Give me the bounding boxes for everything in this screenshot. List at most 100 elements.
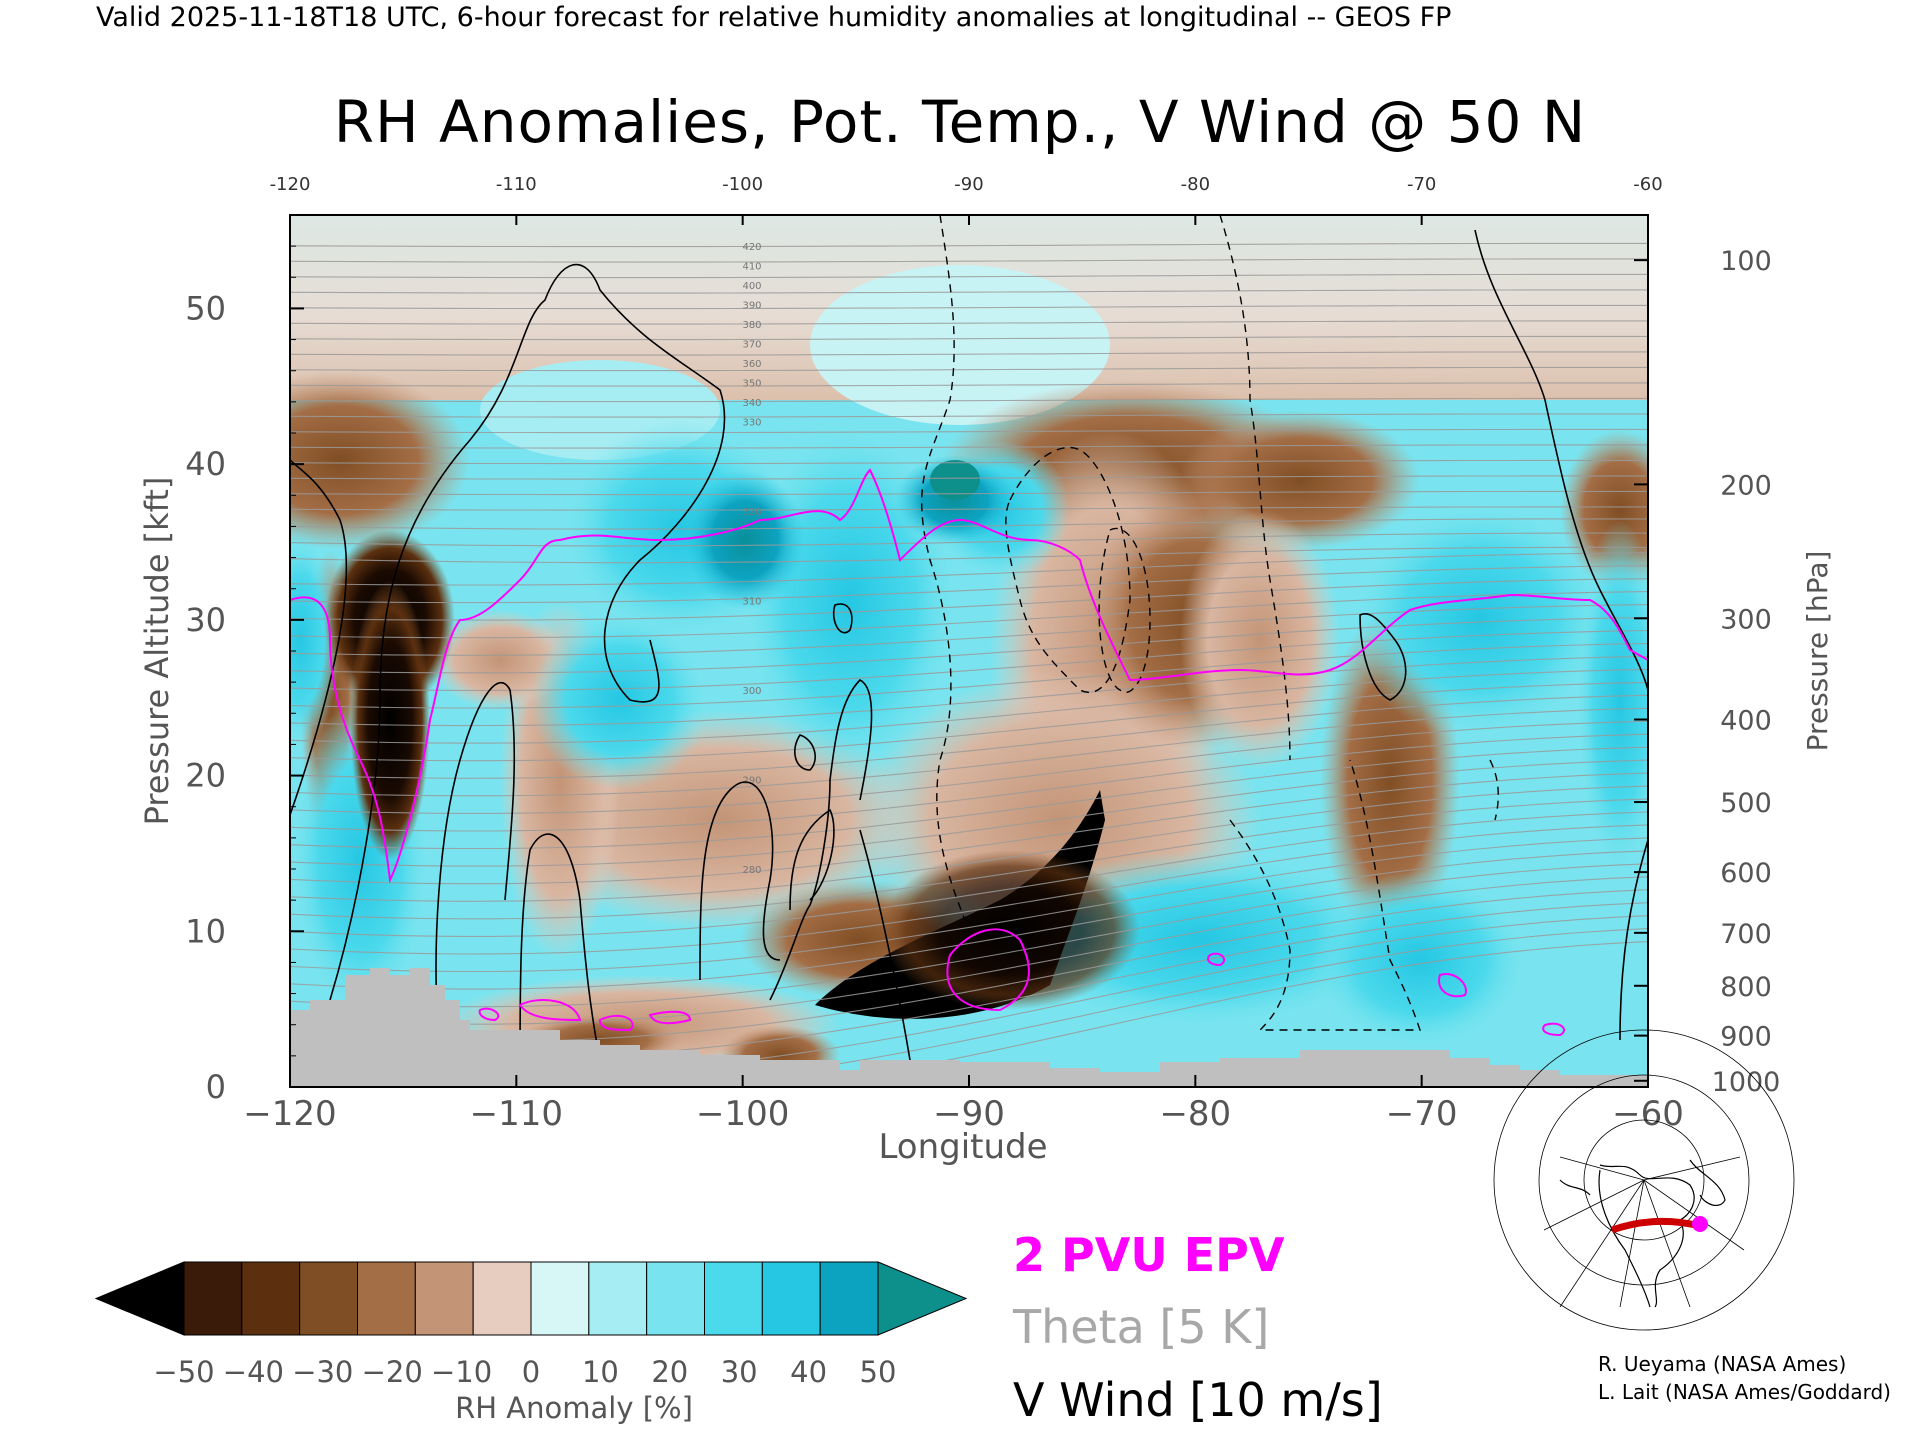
theta-contour-label: 350 <box>742 379 761 390</box>
theta-isentrope <box>290 459 1648 465</box>
theta-isentrope <box>290 629 1648 691</box>
colorbar-swatch <box>183 1261 243 1336</box>
theta-isentrope <box>290 642 1648 709</box>
y-tick-label: 10 <box>185 912 226 950</box>
theta-isentrope <box>290 444 1648 449</box>
colorbar-tick-label: −10 <box>431 1355 492 1389</box>
colorbar-swatch <box>472 1261 532 1336</box>
axes: −120 −110 −100 −90 −80 −70 −60 -120 -110 -100 -90 -… <box>185 174 1780 1134</box>
pressure-tick-label: 400 <box>1720 706 1772 737</box>
x-tick-label: −90 <box>933 1094 1005 1134</box>
theta-isentrope <box>290 655 1648 727</box>
pressure-tick-label: 700 <box>1720 919 1772 950</box>
theta-isentrope <box>290 837 1648 973</box>
colorbar-swatch <box>761 1261 821 1336</box>
theta-isentrope <box>290 616 1648 674</box>
theta-isentrope <box>290 335 1648 341</box>
rh-anomaly-field <box>290 215 1648 1087</box>
x-tick-label: −100 <box>696 1094 789 1134</box>
terrain-mask <box>290 968 1648 1087</box>
colorbar-tick-label: 10 <box>582 1355 619 1389</box>
theta-isentrope <box>290 591 1648 639</box>
theta-isentrope <box>290 518 1648 530</box>
colorbar-swatch <box>588 1261 648 1336</box>
theta-isentrope <box>290 772 1648 885</box>
theta-contour-label: 310 <box>742 597 761 608</box>
colorbar-tick-label: −20 <box>362 1355 423 1389</box>
theta-isentrope <box>290 320 1648 325</box>
theta-isentrope <box>290 413 1648 418</box>
theta-isentrope <box>290 733 1648 832</box>
top-x-tick-label: -110 <box>496 174 537 195</box>
theta-contour-label: 410 <box>742 262 761 273</box>
theta-isentrope <box>290 273 1648 279</box>
pressure-tick-label: 100 <box>1720 246 1772 277</box>
theta-isentrope <box>290 565 1648 604</box>
top-x-tick-label: -90 <box>954 174 983 195</box>
colorbar-swatch <box>704 1261 763 1336</box>
theta-isentrope <box>290 604 1648 656</box>
theta-isentrope <box>648 928 1648 1087</box>
credit-author-2: L. Lait (NASA Ames/Goddard) <box>1598 1380 1891 1404</box>
theta-isentrope <box>290 811 1648 937</box>
theta-isentrope <box>290 397 1648 403</box>
theta-isentrope <box>290 382 1648 387</box>
colorbar-tick-label: −50 <box>153 1355 214 1389</box>
x-tick-label: −80 <box>1159 1094 1231 1134</box>
theta-isentrope <box>290 490 1648 496</box>
theta-isentrope <box>290 532 1648 547</box>
x-tick-label: −120 <box>243 1094 336 1134</box>
theta-contour-label: 380 <box>742 320 761 331</box>
theta-contour-label: 330 <box>742 418 761 429</box>
theta-isentrope <box>290 746 1648 850</box>
colorbar-swatch <box>299 1261 358 1336</box>
top-x-tick-label: -70 <box>1407 174 1436 195</box>
theta-isentrope <box>290 863 1648 1008</box>
v-wind-negative-contours <box>921 215 1499 1031</box>
cross-section-track <box>1610 1217 1701 1234</box>
colorbar: −50 −40 −30 −20 −10 0 10 20 30 40 50 <box>94 1261 968 1389</box>
colorbar-min-arrow <box>94 1261 185 1336</box>
legend-theta: Theta [5 K] <box>1013 1300 1270 1354</box>
colorbar-swatch <box>414 1261 474 1336</box>
theta-isentrope <box>290 366 1648 372</box>
colorbar-tick-label: 40 <box>790 1355 827 1389</box>
pressure-tick-label: 200 <box>1720 470 1772 501</box>
theta-contour-label: 280 <box>742 865 761 876</box>
y2-axis-label: Pressure [hPa] <box>1801 551 1834 752</box>
colorbar-label: RH Anomaly [%] <box>455 1391 693 1425</box>
colorbar-tick-label: 30 <box>721 1355 758 1389</box>
y-tick-label: 0 <box>206 1068 226 1106</box>
coastline-icon <box>1559 1159 1726 1308</box>
legend-vwind: V Wind [10 m/s] <box>1013 1373 1383 1427</box>
x-tick-label: −110 <box>470 1094 563 1134</box>
colorbar-tick-label: −40 <box>223 1355 284 1389</box>
chart-title: RH Anomalies, Pot. Temp., V Wind @ 50 N <box>333 88 1587 156</box>
theta-isentrope <box>290 428 1648 434</box>
theta-isentrope <box>290 876 1648 1025</box>
colorbar-swatch <box>357 1261 416 1336</box>
colorbar-swatch <box>819 1261 879 1336</box>
colorbar-tick-label: 20 <box>651 1355 688 1389</box>
theta-isentrope <box>290 289 1648 294</box>
theta-isentrope <box>290 304 1648 310</box>
colorbar-tick-label: −30 <box>292 1355 353 1389</box>
y-tick-label: 20 <box>185 757 226 795</box>
v-wind-contours <box>290 229 1648 1071</box>
cross-section-end-marker <box>1692 1216 1708 1232</box>
theta-isentrope <box>290 242 1648 248</box>
legend-epv: 2 PVU EPV <box>1013 1228 1285 1282</box>
top-x-tick-label: -100 <box>722 174 763 195</box>
theta-isentrope <box>290 824 1648 955</box>
x-tick-label: −70 <box>1386 1094 1458 1134</box>
colorbar-swatch <box>530 1261 590 1336</box>
theta-isentrope <box>290 720 1648 814</box>
colorbar-swatch <box>646 1261 706 1336</box>
y-tick-label: 50 <box>185 289 226 327</box>
theta-isentrope <box>290 850 1648 990</box>
theta-contour-label: 370 <box>742 340 761 351</box>
credit-author-1: R. Ueyama (NASA Ames) <box>1598 1352 1847 1376</box>
theta-isentrope <box>290 546 1648 564</box>
x-axis-label: Longitude <box>878 1127 1047 1167</box>
